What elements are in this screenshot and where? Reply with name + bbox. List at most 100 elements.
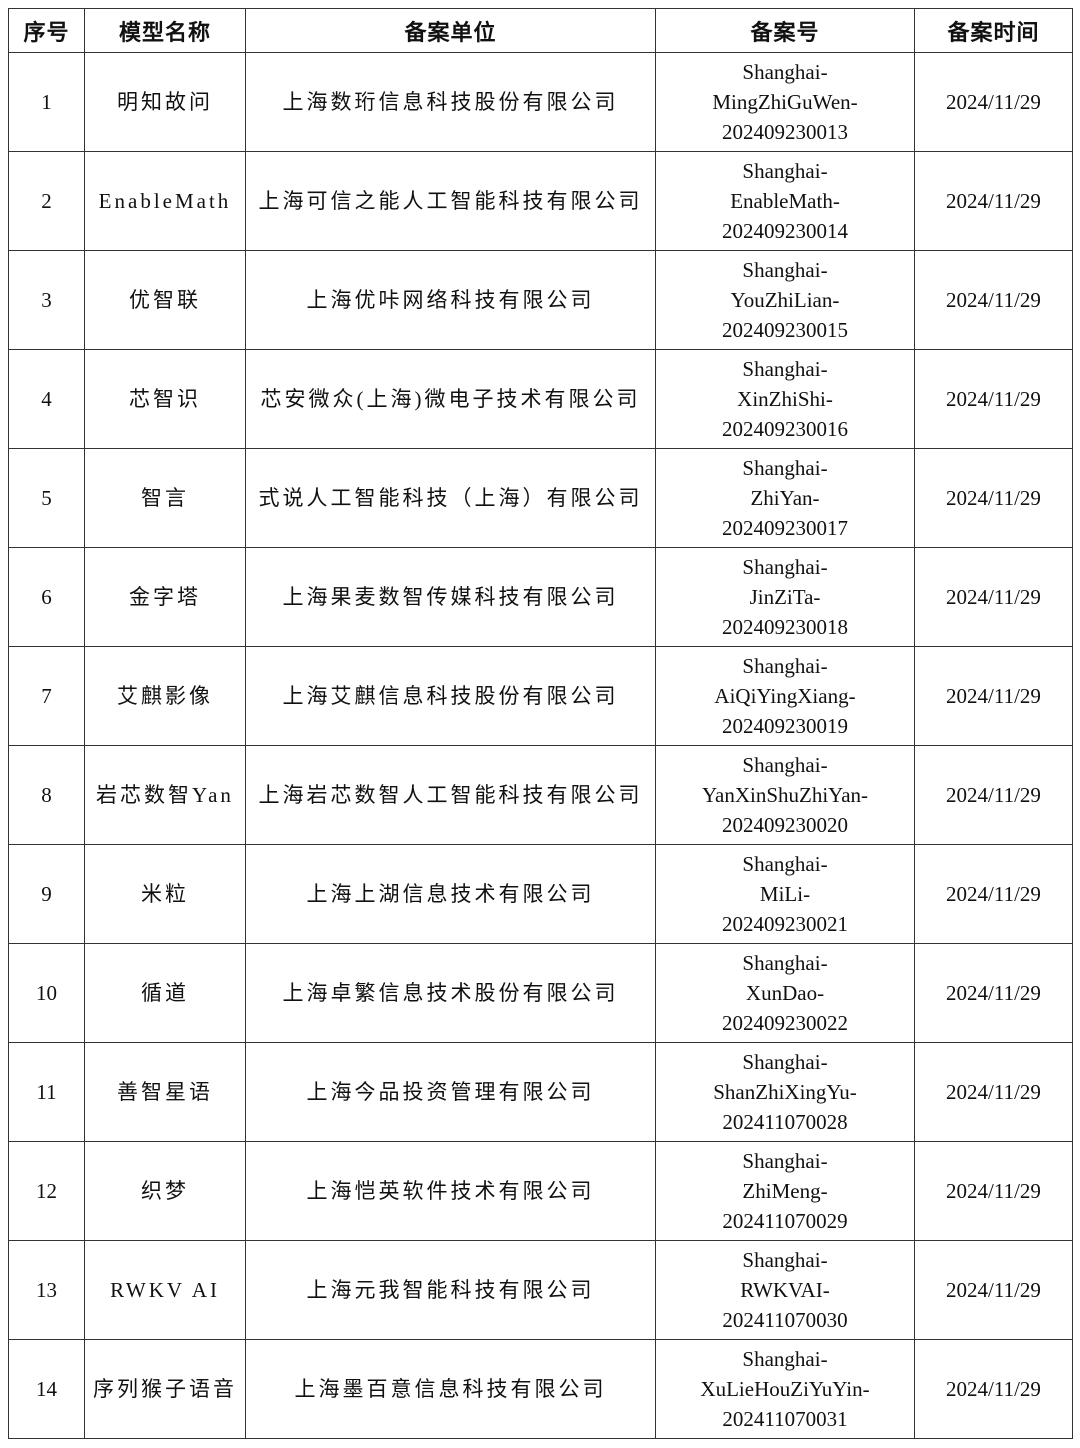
model-name: EnableMath (84, 151, 246, 251)
registration-number-line: Shanghai- (742, 159, 828, 183)
registration-number-line: JinZiTa- (749, 585, 821, 609)
registration-date: 2024/11/29 (914, 1240, 1073, 1340)
registration-number-line: XunDao- (745, 981, 825, 1005)
row-number: 14 (8, 1339, 85, 1439)
row-number: 10 (8, 943, 85, 1043)
registration-number-line: MiLi- (759, 882, 811, 906)
table-row: 6 金字塔 上海果麦数智传媒科技有限公司 Shanghai- JinZiTa- 20240… (8, 547, 1073, 647)
registration-number-line: ZhiMeng- (742, 1179, 828, 1203)
registration-number-line: 202409230015 (722, 318, 848, 342)
registration-number-line: 202411070029 (722, 1209, 848, 1233)
table-row: 2 EnableMath 上海可信之能人工智能科技有限公司 Shanghai- Enab… (8, 151, 1073, 251)
registration-number: Shanghai- XuLieHouZiYuYin- 202411070031 (655, 1339, 915, 1439)
registration-number-line: 202409230014 (722, 219, 848, 243)
row-number: 1 (8, 52, 85, 152)
registration-date: 2024/11/29 (914, 448, 1073, 548)
table-row: 14 序列猴子语音 上海墨百意信息科技有限公司 Shanghai- XuLieHouZi… (8, 1339, 1073, 1439)
registration-date: 2024/11/29 (914, 1339, 1073, 1439)
registration-number: Shanghai- YanXinShuZhiYan- 202409230020 (655, 745, 915, 845)
registration-number-line: Shanghai- (742, 1149, 828, 1173)
registration-table: 序号 模型名称 备案单位 备案号 备案时间 1 明知故问 上海数珩信息科技股份有限公… (8, 8, 1073, 1439)
registration-number: Shanghai- XinZhiShi- 202409230016 (655, 349, 915, 449)
row-number: 7 (8, 646, 85, 746)
registration-number: Shanghai- JinZiTa- 202409230018 (655, 547, 915, 647)
registration-number-line: Shanghai- (742, 1248, 828, 1272)
row-number: 5 (8, 448, 85, 548)
registration-number: Shanghai- RWKVAI- 202411070030 (655, 1240, 915, 1340)
row-number: 2 (8, 151, 85, 251)
registration-number-line: 202411070028 (722, 1110, 848, 1134)
registration-number: Shanghai- ShanZhiXingYu- 202411070028 (655, 1042, 915, 1142)
registration-number-line: Shanghai- (742, 60, 828, 84)
table-row: 4 芯智识 芯安微众(上海)微电子技术有限公司 Shanghai- XinZhiShi-… (8, 349, 1073, 449)
registration-number: Shanghai- ZhiMeng- 202411070029 (655, 1141, 915, 1241)
row-number: 6 (8, 547, 85, 647)
registration-number-line: 202409230017 (722, 516, 848, 540)
registration-number: Shanghai- AiQiYingXiang- 202409230019 (655, 646, 915, 746)
registration-number-line: Shanghai- (742, 357, 828, 381)
registration-number-line: Shanghai- (742, 1347, 828, 1371)
registration-date: 2024/11/29 (914, 250, 1073, 350)
row-number: 13 (8, 1240, 85, 1340)
registration-number-line: 202411070031 (722, 1407, 848, 1431)
registration-date: 2024/11/29 (914, 943, 1073, 1043)
model-name: 岩芯数智Yan (84, 745, 246, 845)
registration-date: 2024/11/29 (914, 1042, 1073, 1142)
model-name: 智言 (84, 448, 246, 548)
table-row: 1 明知故问 上海数珩信息科技股份有限公司 Shanghai- MingZhiGuWen… (8, 52, 1073, 152)
registration-date: 2024/11/29 (914, 52, 1073, 152)
registration-number: Shanghai- MiLi- 202409230021 (655, 844, 915, 944)
registration-number-line: Shanghai- (742, 555, 828, 579)
model-name: 循道 (84, 943, 246, 1043)
registration-number-line: MingZhiGuWen- (712, 90, 858, 114)
registration-date: 2024/11/29 (914, 1141, 1073, 1241)
model-name: 织梦 (84, 1141, 246, 1241)
model-name: 善智星语 (84, 1042, 246, 1142)
registration-date: 2024/11/29 (914, 349, 1073, 449)
model-name: 金字塔 (84, 547, 246, 647)
table-row: 9 米粒 上海上湖信息技术有限公司 Shanghai- MiLi- 20240923002… (8, 844, 1073, 944)
header-no: 序号 (8, 8, 85, 53)
table-row: 11 善智星语 上海今品投资管理有限公司 Shanghai- ShanZhiXingYu… (8, 1042, 1073, 1142)
table-row: 10 循道 上海卓繁信息技术股份有限公司 Shanghai- XunDao- 202409… (8, 943, 1073, 1043)
registration-number-line: RWKVAI- (740, 1278, 830, 1302)
row-number: 4 (8, 349, 85, 449)
registration-date: 2024/11/29 (914, 745, 1073, 845)
registration-number-line: Shanghai- (742, 951, 828, 975)
registration-number-line: ShanZhiXingYu- (713, 1080, 857, 1104)
model-name: 米粒 (84, 844, 246, 944)
registration-number-line: 202409230016 (722, 417, 848, 441)
registration-date: 2024/11/29 (914, 844, 1073, 944)
company-name: 上海恺英软件技术有限公司 (245, 1141, 656, 1241)
table-row: 12 织梦 上海恺英软件技术有限公司 Shanghai- ZhiMeng- 2024110… (8, 1141, 1073, 1241)
company-name: 芯安微众(上海)微电子技术有限公司 (245, 349, 656, 449)
model-name: RWKV AI (84, 1240, 246, 1340)
header-row: 序号 模型名称 备案单位 备案号 备案时间 (8, 8, 1073, 53)
company-name: 上海卓繁信息技术股份有限公司 (245, 943, 656, 1043)
company-name: 上海可信之能人工智能科技有限公司 (245, 151, 656, 251)
registration-number-line: 202409230022 (722, 1011, 848, 1035)
registration-number-line: XinZhiShi- (737, 387, 833, 411)
registration-number-line: ZhiYan- (750, 486, 820, 510)
registration-number: Shanghai- XunDao- 202409230022 (655, 943, 915, 1043)
table-row: 7 艾麒影像 上海艾麒信息科技股份有限公司 Shanghai- AiQiYingXian… (8, 646, 1073, 746)
registration-number-line: AiQiYingXiang- (714, 684, 856, 708)
registration-number-line: Shanghai- (742, 1050, 828, 1074)
company-name: 上海元我智能科技有限公司 (245, 1240, 656, 1340)
header-date: 备案时间 (914, 8, 1073, 53)
model-name: 优智联 (84, 250, 246, 350)
registration-date: 2024/11/29 (914, 547, 1073, 647)
header-registration-no: 备案号 (655, 8, 915, 53)
table-row: 13 RWKV AI 上海元我智能科技有限公司 Shanghai- RWKVAI- 202… (8, 1240, 1073, 1340)
registration-number-line: 202409230018 (722, 615, 848, 639)
row-number: 12 (8, 1141, 85, 1241)
registration-number-line: 202409230013 (722, 120, 848, 144)
registration-number-line: YanXinShuZhiYan- (701, 783, 869, 807)
registration-number-line: Shanghai- (742, 456, 828, 480)
registration-number-line: EnableMath- (730, 189, 840, 213)
header-company: 备案单位 (245, 8, 656, 53)
registration-number-line: 202411070030 (722, 1308, 848, 1332)
registration-number: Shanghai- MingZhiGuWen- 202409230013 (655, 52, 915, 152)
company-name: 上海今品投资管理有限公司 (245, 1042, 656, 1142)
row-number: 11 (8, 1042, 85, 1142)
